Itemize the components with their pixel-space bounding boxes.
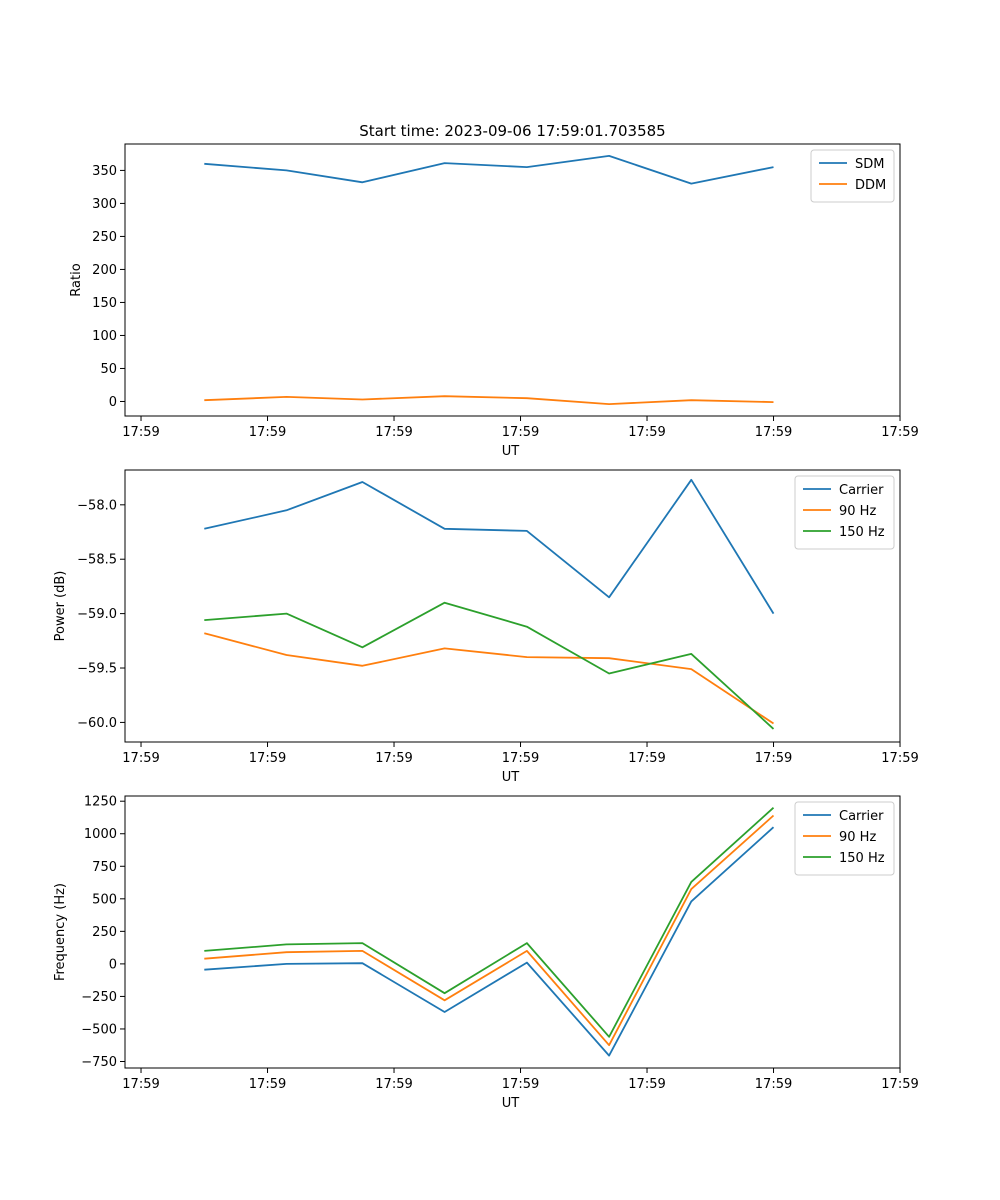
- y-tick-label: 50: [100, 362, 117, 377]
- x-tick-label: 17:59: [122, 1077, 159, 1092]
- legend-label: SDM: [855, 157, 884, 172]
- chart-panel-3: 17:5917:5917:5917:5917:5917:5917:5918:00…: [53, 795, 919, 1111]
- legend-label: Carrier: [839, 483, 884, 498]
- legend: SDM DDM: [810, 149, 895, 203]
- legend: Carrier 90 Hz 150 Hz: [794, 475, 895, 550]
- y-tick-label: −60.0: [77, 716, 117, 731]
- x-tick-label: 17:59: [502, 751, 539, 766]
- x-tick-label: 17:59: [881, 1077, 918, 1092]
- x-tick-label: 17:59: [881, 751, 918, 766]
- series-line-150-hz: [204, 601, 775, 730]
- x-tick-label: 17:59: [122, 425, 159, 440]
- x-tick-label: 17:59: [375, 1077, 412, 1092]
- y-tick-label: 0: [109, 957, 117, 972]
- y-axis-label: Power (dB): [53, 571, 68, 642]
- legend-label: 150 Hz: [839, 525, 885, 540]
- y-tick-label: 300: [92, 197, 117, 212]
- y-tick-label: −59.0: [77, 607, 117, 622]
- y-tick-label: 100: [92, 329, 117, 344]
- y-tick-label: 250: [92, 925, 117, 940]
- y-tick-label: 750: [92, 860, 117, 875]
- series-line-90-hz: [204, 814, 775, 1047]
- legend-label: 90 Hz: [839, 830, 876, 845]
- axes-frame: [124, 469, 901, 743]
- x-tick-label: 17:59: [249, 1077, 286, 1092]
- series-line-150-hz: [204, 807, 775, 1038]
- y-tick-label: 200: [92, 263, 117, 278]
- x-tick-label: 17:59: [502, 425, 539, 440]
- x-tick-label: 17:59: [375, 751, 412, 766]
- y-tick-label: 1000: [84, 827, 117, 842]
- chart-panel-1: Start time: 2023-09-06 17:59:01.703585 17…: [69, 122, 919, 459]
- axes-frame: [124, 143, 901, 417]
- x-tick-label: 17:59: [502, 1077, 539, 1092]
- panels: Start time: 2023-09-06 17:59:01.703585 17…: [53, 122, 919, 1111]
- chart-panel-2: 17:5917:5917:5917:5917:5917:5917:5918:00…: [53, 469, 919, 785]
- legend: Carrier 90 Hz 150 Hz: [794, 801, 895, 876]
- x-tick-label: 17:59: [755, 751, 792, 766]
- series-line-90-hz: [204, 632, 774, 725]
- legend-label: 90 Hz: [839, 504, 876, 519]
- series-line-ddm: [204, 395, 774, 406]
- series-line-carrier: [204, 478, 775, 615]
- x-axis-label: UT: [502, 444, 520, 459]
- x-tick-label: 17:59: [755, 425, 792, 440]
- x-axis-label: UT: [502, 1096, 520, 1111]
- x-tick-label: 17:59: [628, 751, 665, 766]
- x-tick-label: 17:59: [755, 1077, 792, 1092]
- y-tick-label: 350: [92, 164, 117, 179]
- axes-frame: [124, 795, 901, 1069]
- y-axis-label: Ratio: [69, 263, 84, 296]
- y-tick-label: −59.5: [77, 662, 117, 677]
- chart-title: Start time: 2023-09-06 17:59:01.703585: [359, 122, 665, 140]
- series-line-carrier: [204, 826, 775, 1057]
- series-line-sdm: [204, 154, 774, 185]
- x-tick-label: 17:59: [628, 425, 665, 440]
- y-tick-label: 1250: [84, 795, 117, 810]
- y-tick-label: −58.0: [77, 498, 117, 513]
- legend-label: DDM: [855, 178, 886, 193]
- y-tick-label: 250: [92, 230, 117, 245]
- x-tick-label: 17:59: [249, 751, 286, 766]
- legend-label: 150 Hz: [839, 851, 885, 866]
- y-tick-label: 0: [109, 395, 117, 410]
- legend-label: Carrier: [839, 809, 884, 824]
- y-tick-label: 150: [92, 296, 117, 311]
- y-tick-label: 500: [92, 892, 117, 907]
- y-tick-label: −750: [81, 1055, 117, 1070]
- x-tick-label: 17:59: [375, 425, 412, 440]
- y-tick-label: −58.5: [77, 553, 117, 568]
- y-tick-label: −500: [81, 1022, 117, 1037]
- x-tick-label: 17:59: [249, 425, 286, 440]
- x-axis-label: UT: [502, 770, 520, 785]
- y-tick-label: −250: [81, 990, 117, 1005]
- x-tick-label: 17:59: [628, 1077, 665, 1092]
- y-axis-label: Frequency (Hz): [53, 883, 68, 981]
- x-tick-label: 17:59: [881, 425, 918, 440]
- x-tick-label: 17:59: [122, 751, 159, 766]
